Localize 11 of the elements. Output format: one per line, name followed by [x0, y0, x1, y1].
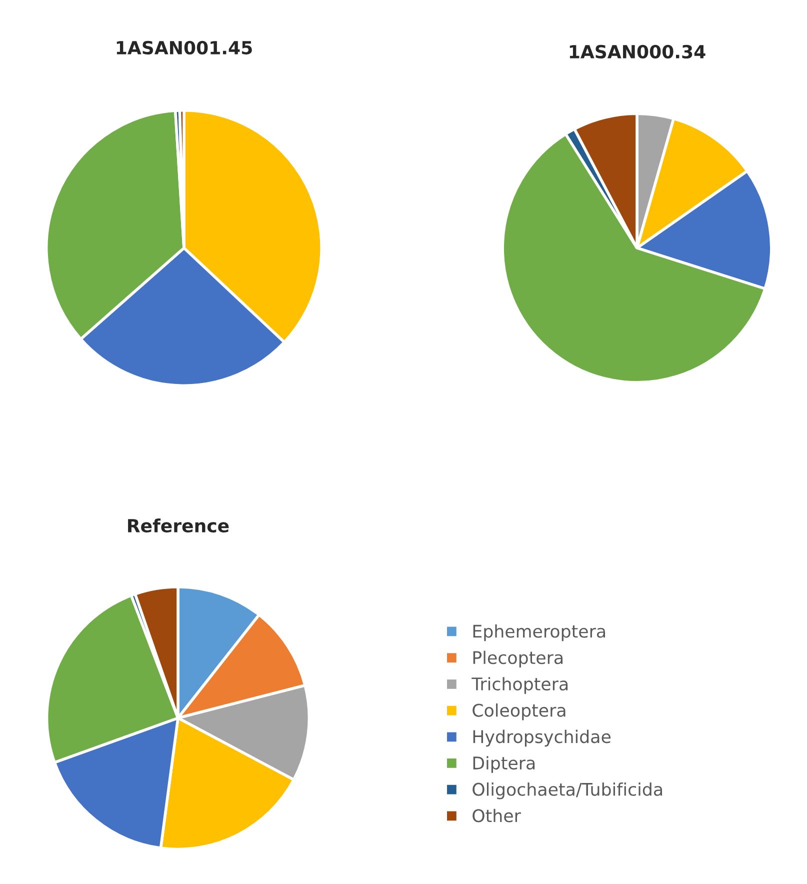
- legend-label: Plecoptera: [473, 650, 563, 668]
- chart-title: Reference: [128, 518, 229, 532]
- chart-title: 1ASAN001.45: [116, 40, 252, 54]
- legend-label: Trichoptera: [472, 677, 568, 694]
- legend-label: Coleoptera: [472, 703, 566, 720]
- legend-label: Oligochaeta/Tubificida: [472, 782, 662, 800]
- legend-label: Hydropsychidae: [473, 730, 611, 747]
- chart-title: 1ASAN000.34: [570, 44, 706, 58]
- legend-label: Diptera: [473, 756, 535, 773]
- legend-label: Other: [472, 808, 521, 822]
- legend-label: Ephemeroptera: [473, 624, 606, 642]
